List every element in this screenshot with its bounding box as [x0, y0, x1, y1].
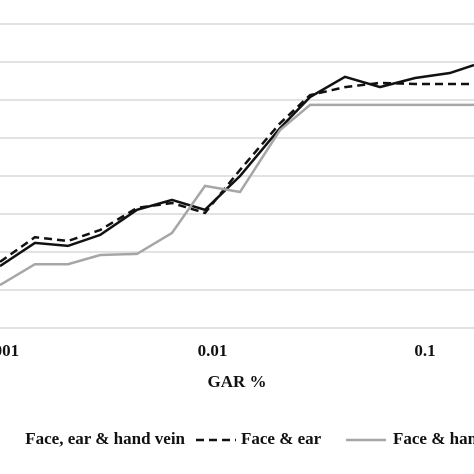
legend-label: Face & ear — [241, 429, 322, 448]
x-tick-label: 0.01 — [198, 341, 228, 360]
series-line — [0, 81, 474, 263]
legend-label: Face & hand vein — [393, 429, 474, 448]
legend-label: Face, ear & hand vein — [25, 429, 185, 448]
x-tick-label: 0.001 — [0, 341, 19, 360]
x-axis-label: GAR % — [207, 372, 266, 391]
series-line — [0, 103, 474, 287]
x-tick-label: 0.1 — [414, 341, 435, 360]
series-line — [0, 63, 474, 268]
